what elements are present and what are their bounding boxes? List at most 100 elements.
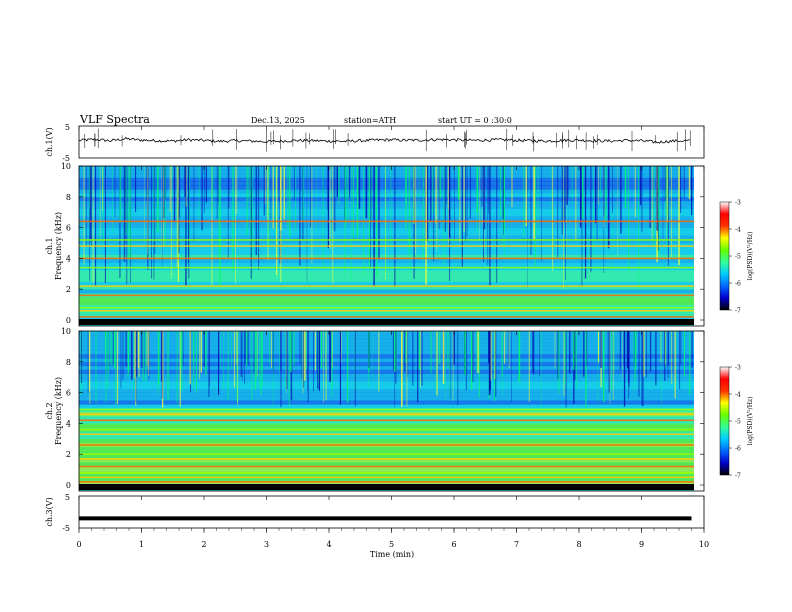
spectrogram-layer [79,243,694,248]
spectrogram-impulse [375,166,376,211]
spectrogram-impulse [92,166,94,284]
spectrogram-impulse [435,166,437,224]
spectrogram-impulse [173,166,176,222]
spectrogram-impulse [641,166,643,233]
spectrogram-impulse [457,331,459,406]
spectrogram-impulse [602,331,605,403]
colorbar-tick-label: -4 [735,227,741,234]
spectrogram-impulse [597,331,599,403]
spectrogram-impulse [200,331,202,373]
spectrogram-layer [79,438,694,444]
spectrogram-layer [79,296,694,302]
spectrogram-impulse [511,331,512,402]
spectrogram-impulse [385,166,387,273]
spectrogram-impulse [178,166,180,254]
spectrogram-impulse [404,331,406,372]
spectrogram-layer [79,481,694,486]
spectrogram-impulse [633,331,634,366]
spectrogram-blank-strip [694,166,704,326]
spectrogram-impulse [325,331,327,401]
spectrogram-impulse [476,166,478,233]
spectrogram-impulse [262,331,263,386]
spectrogram-impulse [116,331,119,405]
spectrogram-impulse [525,166,527,227]
spectrogram-impulse [667,166,669,266]
spectrogram-impulse [169,166,171,212]
ch1-ytick-top: 5 [65,123,70,132]
spectrogram-impulse [340,331,342,363]
spectrogram-impulse [368,331,370,388]
spectrogram-impulse [158,331,160,385]
spectrogram-impulse [664,331,666,381]
spectrogram-impulse [656,166,658,231]
ch2-colorbar: -3 -4 -5 -6 -7 log(PSD)(V²/Hz) [719,365,754,480]
spectrogram-layer [79,258,694,263]
colorbar-tick-label: -7 [735,308,741,315]
spectrogram-impulse [329,166,331,249]
spectrogram-impulse [605,166,607,223]
spectrogram-impulse [453,331,455,365]
spectrogram-impulse [641,331,642,406]
spectrogram-layer [79,189,694,194]
spectrogram-impulse [489,166,491,286]
spectrogram-impulse [85,166,87,246]
spectrogram-layer [79,231,694,236]
spectrogram-impulse [285,331,286,389]
spectrogram-impulse [250,166,252,279]
spectrogram-impulse [489,331,491,392]
spectrogram-impulse [666,166,669,221]
spectrogram-impulse [272,166,274,229]
spectrogram-impulse [503,166,505,230]
spectrogram-impulse [219,166,221,286]
spectrogram-layer [79,277,694,282]
spectrogram-impulse [500,166,501,217]
spectrogram-impulse [425,166,427,285]
spectrogram-impulse [651,166,653,241]
spectrogram-impulse [303,331,305,388]
spectrogram-impulse [370,166,372,223]
spectrogram-impulse [349,166,351,198]
spectrogram-impulse [611,331,612,391]
spectrogram-layer [79,458,694,463]
spectrogram-impulse [320,331,323,368]
spectrogram-impulse [80,331,82,396]
spectrogram-impulse [657,166,659,251]
xtick-label: 1 [139,540,144,549]
spectrogram-impulse [164,166,166,245]
spectrogram-impulse [459,166,461,243]
ch1-spikes [84,128,691,152]
spectrogram-impulse [136,331,138,377]
spectrogram-impulse [535,166,536,267]
spectrogram-band [79,285,694,287]
ch2-spectrogram-image [79,331,704,491]
spectrogram-impulse [619,331,621,370]
spectrogram-impulse [502,166,504,219]
spectrogram-layer [79,469,694,474]
spectrogram-impulse [430,331,432,374]
spectrogram-layer [79,181,694,186]
spectrogram-impulse [247,331,249,366]
spectrogram-layer [79,346,694,351]
spectrogram-layer [79,431,694,436]
spectrogram-layer [79,285,694,290]
spectrogram-impulse [394,331,396,372]
spectrogram-impulse [494,331,496,380]
spectrogram-impulse [573,331,575,370]
spectrogram-impulse [586,331,588,367]
spectrogram-impulse [146,331,148,366]
spectrogram-impulse [503,166,504,235]
spectrogram-impulse [176,331,178,406]
spectrogram-impulse [141,331,143,369]
spectrogram-impulse [481,166,483,207]
spectrogram-impulse [643,331,645,377]
ytick-label: 0 [66,316,71,325]
spectrogram-band [79,306,694,309]
spectrogram-layer [79,212,694,217]
spectrogram-impulse [600,166,601,199]
spectrogram-impulse [422,166,424,263]
spectrogram-impulse [603,331,605,365]
spectrogram-impulse [248,166,250,202]
spectrogram-impulse [628,166,629,272]
spectrogram-impulse [255,166,258,256]
spectrogram-impulse [218,331,220,395]
